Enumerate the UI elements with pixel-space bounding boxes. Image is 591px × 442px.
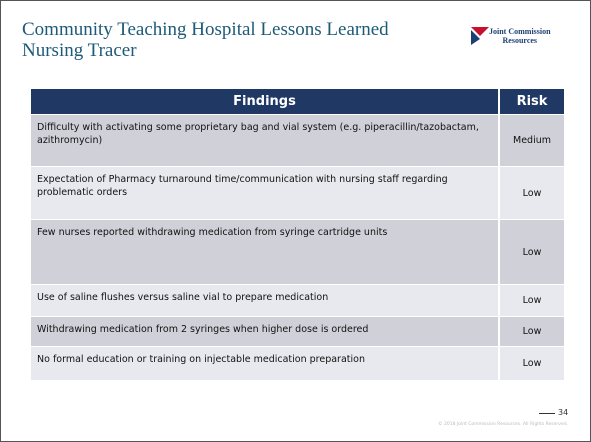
column-header: Risk [498,89,564,115]
table-row: Expectation of Pharmacy turnaround time/… [31,166,564,220]
title-line: Nursing Tracer [22,40,137,61]
finding-cell: Withdrawing medication from 2 syringes w… [31,316,499,347]
logo-icon [471,27,489,45]
risk-cell: Low [498,219,564,285]
table-row: No formal education or training on injec… [31,346,564,380]
risk-cell: Medium [498,114,564,167]
logo: Joint Commission Resources [471,27,571,57]
risk-cell: Low [498,166,564,220]
table-row: Withdrawing medication from 2 syringes w… [31,316,564,347]
title-line: Community Teaching Hospital Lessons Lear… [22,19,389,40]
finding-cell: Expectation of Pharmacy turnaround time/… [31,166,499,220]
finding-cell: Difficulty with activating some propriet… [31,114,499,167]
page-number: 34 [558,408,569,417]
risk-cell: Low [498,346,564,380]
logo-line: Resources [502,36,538,45]
finding-cell: No formal education or training on injec… [31,346,499,380]
finding-cell: Use of saline flushes versus saline vial… [31,284,499,317]
risk-cell: Low [498,284,564,317]
logo-text: Joint Commission Resources [489,27,551,45]
copyright: © 2018 Joint Commission Resources. All R… [438,422,568,427]
table-row: Use of saline flushes versus saline vial… [31,284,564,317]
risk-cell: Low [498,316,564,347]
table-row: Few nurses reported withdrawing medicati… [31,219,564,285]
findings-table: Findings Risk Difficulty with activating… [31,89,564,380]
page-number-rule [539,413,555,414]
column-header: Findings [31,89,499,115]
finding-cell: Few nurses reported withdrawing medicati… [31,219,499,285]
logo-line: Joint Commission [489,27,551,36]
table-row: Difficulty with activating some propriet… [31,114,564,167]
slide-title: Community Teaching Hospital Lessons Lear… [22,19,389,61]
